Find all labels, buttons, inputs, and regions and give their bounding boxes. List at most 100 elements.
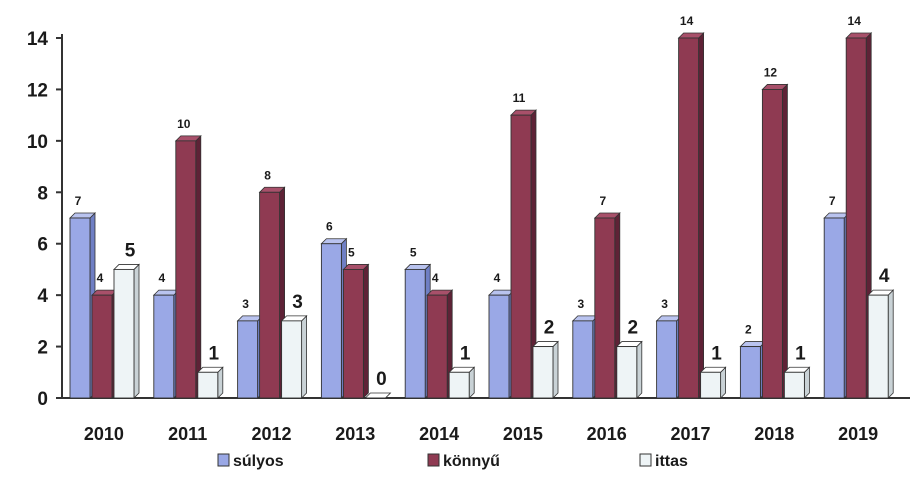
data-label: 2 bbox=[628, 318, 639, 339]
bar bbox=[426, 294, 448, 399]
data-label: 2 bbox=[544, 318, 555, 339]
legend-swatch bbox=[639, 453, 652, 467]
bar bbox=[532, 346, 554, 399]
bar bbox=[700, 371, 722, 399]
bar-top bbox=[532, 341, 559, 347]
data-label: 7 bbox=[599, 194, 606, 208]
bar-top bbox=[152, 289, 180, 296]
bar-top bbox=[615, 341, 643, 347]
data-label: 8 bbox=[264, 168, 271, 182]
bar-top bbox=[174, 135, 202, 142]
data-label: 14 bbox=[848, 14, 862, 28]
bar-top bbox=[426, 289, 454, 296]
bar bbox=[867, 294, 889, 399]
x-tick-label: 2017 bbox=[670, 424, 710, 444]
bar bbox=[823, 217, 845, 399]
bar-side bbox=[301, 314, 308, 399]
data-label: 4 bbox=[97, 271, 104, 285]
bar-top bbox=[320, 238, 348, 245]
data-label: 11 bbox=[513, 91, 526, 105]
data-label: 3 bbox=[577, 297, 584, 311]
bar bbox=[678, 37, 700, 399]
bar-top bbox=[867, 289, 895, 296]
bar bbox=[761, 88, 783, 399]
bar bbox=[572, 320, 594, 399]
bar-top bbox=[448, 366, 476, 373]
legend: súlyos könnyű ittas bbox=[217, 453, 688, 470]
x-tick-label: 2014 bbox=[419, 424, 459, 444]
bar bbox=[320, 243, 342, 399]
data-label: 10 bbox=[177, 117, 191, 131]
data-label: 4 bbox=[879, 266, 890, 287]
bar-top bbox=[510, 109, 537, 116]
y-tick-label: 6 bbox=[37, 235, 48, 256]
data-label: 5 bbox=[410, 245, 417, 259]
y-tick-label: 10 bbox=[27, 132, 48, 153]
x-tick-label: 2019 bbox=[838, 424, 878, 444]
bar-top bbox=[280, 315, 308, 322]
bar bbox=[616, 346, 638, 399]
y-tick-label: 14 bbox=[27, 29, 49, 50]
bar-side bbox=[133, 263, 140, 399]
data-label: 7 bbox=[75, 194, 82, 208]
bar-top bbox=[196, 366, 224, 373]
bar-top bbox=[845, 32, 873, 39]
bar-side bbox=[195, 134, 202, 399]
bar-top bbox=[699, 366, 727, 373]
bar bbox=[153, 294, 175, 399]
bar bbox=[113, 268, 135, 399]
bar-top bbox=[258, 186, 286, 193]
bar bbox=[91, 294, 113, 399]
bar bbox=[175, 140, 197, 399]
bar bbox=[404, 268, 426, 399]
bar-top bbox=[739, 341, 767, 347]
bar-top bbox=[488, 289, 515, 296]
bar bbox=[237, 320, 259, 399]
bar bbox=[739, 346, 761, 399]
bar-top bbox=[761, 84, 789, 90]
bar bbox=[197, 371, 219, 399]
y-axis: 0 2 4 6 8 10 12 14 bbox=[27, 29, 63, 410]
bar-top bbox=[69, 212, 96, 219]
data-label: 3 bbox=[242, 297, 249, 311]
data-label: 3 bbox=[661, 297, 668, 311]
bar bbox=[845, 37, 867, 399]
bar bbox=[364, 397, 386, 399]
legend-swatch bbox=[217, 453, 230, 467]
data-label: 1 bbox=[795, 343, 806, 364]
bar-top bbox=[404, 264, 432, 270]
bar bbox=[594, 217, 616, 399]
data-label: 1 bbox=[711, 343, 722, 364]
data-label: 4 bbox=[494, 271, 501, 285]
bar-side bbox=[887, 289, 894, 399]
bar-top bbox=[593, 212, 621, 219]
legend-swatch bbox=[427, 453, 440, 467]
x-tick-label: 2016 bbox=[587, 424, 627, 444]
bar-side bbox=[552, 340, 559, 399]
legend-label: könnyű bbox=[443, 453, 500, 470]
data-label: 7 bbox=[829, 194, 836, 208]
bar bbox=[342, 268, 364, 399]
bar-top bbox=[677, 32, 705, 39]
x-axis: 2010 2011 2012 2013 2014 2015 2016 2017 2018 2019 bbox=[62, 397, 910, 444]
y-tick-label: 4 bbox=[37, 286, 48, 307]
data-label: 5 bbox=[348, 245, 355, 259]
bar-top bbox=[342, 264, 370, 270]
legend-label: súlyos bbox=[233, 453, 284, 470]
bar-side bbox=[782, 83, 788, 399]
bar-top bbox=[655, 315, 683, 322]
bar bbox=[656, 320, 678, 399]
y-tick-label: 2 bbox=[37, 338, 48, 359]
data-label: 4 bbox=[158, 271, 165, 285]
data-label: 3 bbox=[292, 292, 303, 313]
bar bbox=[510, 114, 532, 399]
bar-top bbox=[236, 315, 264, 322]
y-tick-label: 8 bbox=[37, 183, 48, 204]
data-label: 1 bbox=[460, 343, 471, 364]
bar-top bbox=[364, 392, 392, 399]
bar bbox=[448, 371, 470, 399]
bar-top bbox=[823, 212, 851, 219]
bar bbox=[281, 320, 303, 399]
data-label: 6 bbox=[326, 220, 333, 234]
